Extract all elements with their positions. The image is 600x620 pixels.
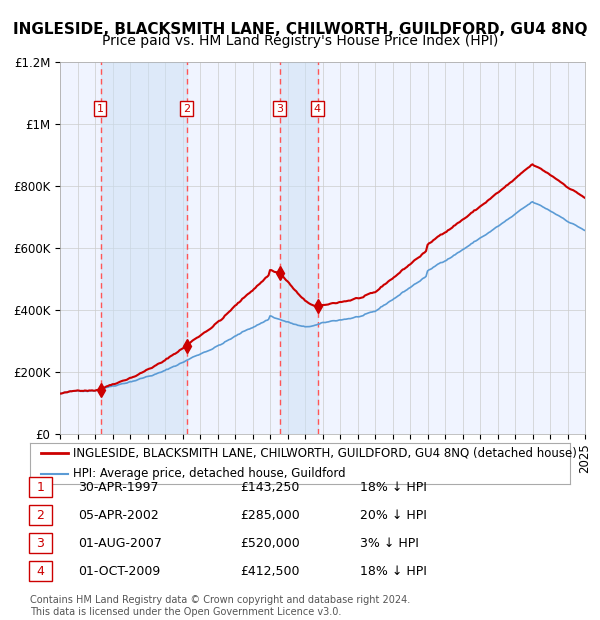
Text: 20% ↓ HPI: 20% ↓ HPI <box>360 509 427 521</box>
Bar <box>280 62 318 434</box>
Text: 3: 3 <box>276 104 283 113</box>
Text: 3% ↓ HPI: 3% ↓ HPI <box>360 537 419 549</box>
Text: INGLESIDE, BLACKSMITH LANE, CHILWORTH, GUILDFORD, GU4 8NQ (detached house): INGLESIDE, BLACKSMITH LANE, CHILWORTH, G… <box>73 447 577 460</box>
Text: 4: 4 <box>314 104 321 113</box>
Text: 05-APR-2002: 05-APR-2002 <box>78 509 159 521</box>
Text: 30-APR-1997: 30-APR-1997 <box>78 481 158 494</box>
Text: HPI: Average price, detached house, Guildford: HPI: Average price, detached house, Guil… <box>73 467 346 480</box>
Text: 1: 1 <box>37 481 44 494</box>
Bar <box>101 62 187 434</box>
Text: £520,000: £520,000 <box>240 537 300 549</box>
Text: £143,250: £143,250 <box>240 481 299 494</box>
Text: 18% ↓ HPI: 18% ↓ HPI <box>360 481 427 494</box>
Text: 18% ↓ HPI: 18% ↓ HPI <box>360 565 427 577</box>
Text: 2: 2 <box>37 509 44 521</box>
Text: 4: 4 <box>37 565 44 577</box>
Text: 3: 3 <box>37 537 44 549</box>
Text: £285,000: £285,000 <box>240 509 300 521</box>
Text: 01-AUG-2007: 01-AUG-2007 <box>78 537 162 549</box>
Text: £412,500: £412,500 <box>240 565 299 577</box>
Text: 01-OCT-2009: 01-OCT-2009 <box>78 565 160 577</box>
Text: INGLESIDE, BLACKSMITH LANE, CHILWORTH, GUILDFORD, GU4 8NQ: INGLESIDE, BLACKSMITH LANE, CHILWORTH, G… <box>13 22 587 37</box>
Text: 2: 2 <box>183 104 190 113</box>
Text: Contains HM Land Registry data © Crown copyright and database right 2024.
This d: Contains HM Land Registry data © Crown c… <box>30 595 410 617</box>
Text: Price paid vs. HM Land Registry's House Price Index (HPI): Price paid vs. HM Land Registry's House … <box>102 34 498 48</box>
Text: 1: 1 <box>97 104 103 113</box>
